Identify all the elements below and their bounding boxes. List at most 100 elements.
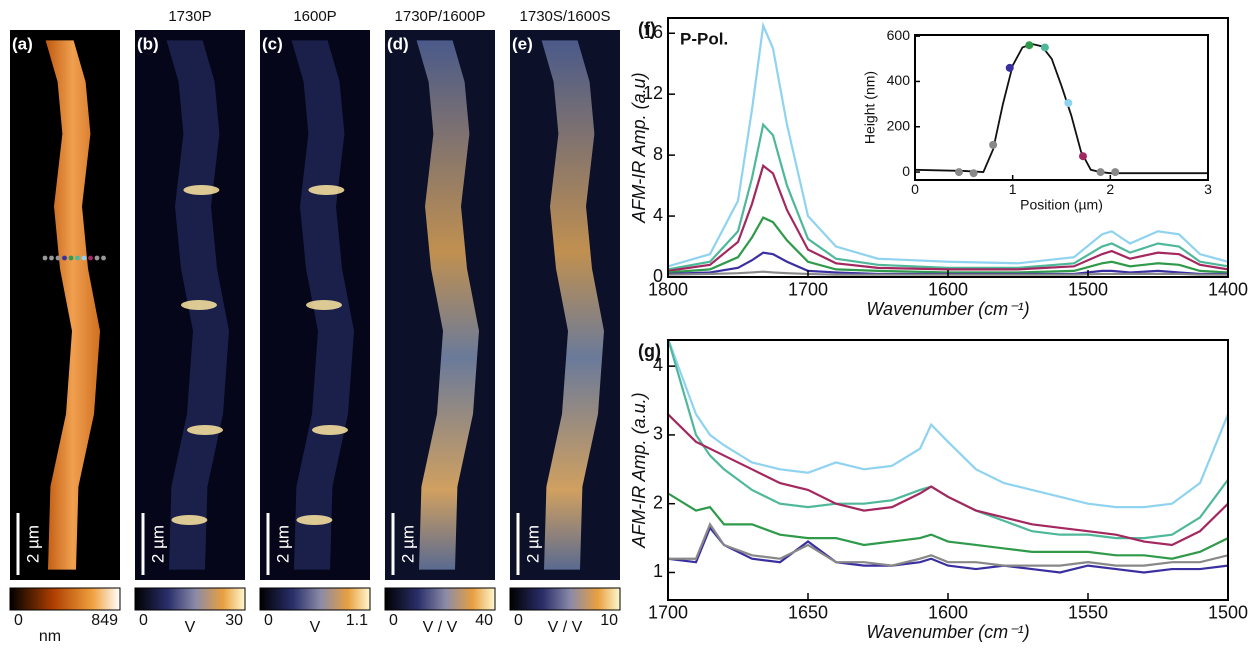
plot-area xyxy=(668,340,1228,574)
panel-label: (a) xyxy=(12,34,33,53)
panel-label: (b) xyxy=(137,34,159,53)
x-tick-label: 1700 xyxy=(788,279,828,299)
colorbar xyxy=(509,587,621,611)
colorbar-unit: V xyxy=(310,619,321,636)
y-axis-label: Height (nm) xyxy=(862,71,878,144)
spectrum-line xyxy=(668,21,1228,268)
y-tick-label: 4 xyxy=(653,355,663,375)
x-tick-label: 1800 xyxy=(648,279,688,299)
x-tick-label: 2 xyxy=(1106,181,1114,197)
panel-label: (e) xyxy=(512,34,533,53)
profile-marker xyxy=(954,168,963,177)
panel-label: (g) xyxy=(638,341,661,361)
colorbar-unit: V / V xyxy=(548,619,583,636)
colorbar xyxy=(259,587,371,611)
fiber-image xyxy=(416,40,479,570)
panel-label: (c) xyxy=(262,34,283,53)
panel-title: 1730P/1600P xyxy=(395,8,486,25)
y-axis-label: AFM-IR Amp. (a.u) xyxy=(629,72,649,223)
x-tick-label: 1600 xyxy=(928,279,968,299)
y-tick-label: 0 xyxy=(653,266,663,286)
y-tick-label: 200 xyxy=(887,117,911,133)
x-tick-label: 1400 xyxy=(1208,279,1248,299)
colorbar-max: 1.1 xyxy=(346,612,368,629)
scale-bar-label: 2 µm xyxy=(523,525,542,563)
line-profile-dot xyxy=(55,255,61,261)
y-tick-label: 3 xyxy=(653,424,663,444)
profile-marker xyxy=(1005,63,1014,72)
colorbar-min: 0 xyxy=(14,612,23,629)
colorbar-max: 40 xyxy=(475,612,493,629)
annotation: P-Pol. xyxy=(680,29,728,48)
profile-marker xyxy=(1111,168,1120,177)
y-tick-label: 400 xyxy=(887,72,911,88)
colorbar-max: 10 xyxy=(600,612,618,629)
inset-background xyxy=(915,35,1208,180)
colorbar-max: 849 xyxy=(91,612,118,629)
panel-title: 1730P xyxy=(168,8,211,25)
profile-marker xyxy=(1078,152,1087,161)
colorbar-unit: V / V xyxy=(423,619,458,636)
scale-bar-label: 2 µm xyxy=(148,525,167,563)
panel-label: (d) xyxy=(387,34,409,53)
colorbar-min: 0 xyxy=(264,612,273,629)
x-axis-label: Wavenumber (cm⁻¹) xyxy=(866,622,1029,642)
profile-marker xyxy=(969,169,978,178)
y-axis-label: AFM-IR Amp. (a.u.) xyxy=(629,392,649,548)
scale-bar-label: 2 µm xyxy=(23,525,42,563)
hotspot xyxy=(183,185,220,195)
y-tick-label: 8 xyxy=(653,144,663,164)
y-tick-label: 12 xyxy=(643,83,663,103)
hotspot xyxy=(306,300,342,310)
colorbar xyxy=(384,587,496,611)
profile-marker xyxy=(1025,41,1034,50)
line-profile-dot xyxy=(94,255,100,261)
x-axis-label: Position (µm) xyxy=(1020,197,1103,213)
x-tick-label: 1700 xyxy=(648,602,688,622)
y-tick-label: 600 xyxy=(887,27,911,43)
y-tick-label: 16 xyxy=(643,22,663,42)
line-profile-dot xyxy=(101,255,106,261)
line-profile-dot xyxy=(42,255,48,261)
spectrum-line xyxy=(668,492,1228,560)
x-tick-label: 1600 xyxy=(928,602,968,622)
x-tick-label: 1500 xyxy=(1208,602,1248,622)
line-profile-dot xyxy=(62,255,67,261)
hotspot xyxy=(171,515,208,525)
panel-title: 1730S/1600S xyxy=(520,8,611,25)
axes-frame xyxy=(914,34,1209,181)
colorbar-min: 0 xyxy=(389,612,398,629)
colorbar-min: 0 xyxy=(139,612,148,629)
x-axis-label: Wavenumber (cm⁻¹) xyxy=(866,299,1029,319)
panel-title: 1600P xyxy=(293,8,336,25)
y-tick-label: 2 xyxy=(653,492,663,512)
colorbar-unit: nm xyxy=(39,628,61,645)
x-tick-label: 0 xyxy=(911,181,919,197)
plot-area xyxy=(668,21,1228,276)
hotspot xyxy=(296,515,333,525)
x-tick-label: 3 xyxy=(1204,181,1212,197)
x-tick-label: 1650 xyxy=(788,602,828,622)
colorbar xyxy=(134,587,246,611)
profile-marker xyxy=(989,140,998,149)
line-profile-dot xyxy=(75,255,80,261)
colorbar-min: 0 xyxy=(514,612,523,629)
spectrum-line xyxy=(668,522,1228,567)
colorbar-max: 30 xyxy=(225,612,243,629)
hotspot xyxy=(312,425,348,435)
scale-bar-label: 2 µm xyxy=(273,525,292,563)
panel-label: (f) xyxy=(638,19,656,39)
spectrum-line xyxy=(668,216,1228,274)
fiber-image xyxy=(541,40,604,570)
hotspot xyxy=(181,300,217,310)
colorbar xyxy=(9,587,121,611)
y-tick-label: 4 xyxy=(653,205,663,225)
line-profile-dot xyxy=(68,255,74,261)
spectrum-line xyxy=(668,413,1228,547)
profile-marker xyxy=(1096,168,1105,177)
spectrum-line xyxy=(668,525,1228,574)
y-tick-label: 1 xyxy=(653,561,663,581)
profile-marker xyxy=(1064,98,1073,107)
y-tick-label: 0 xyxy=(902,163,910,179)
